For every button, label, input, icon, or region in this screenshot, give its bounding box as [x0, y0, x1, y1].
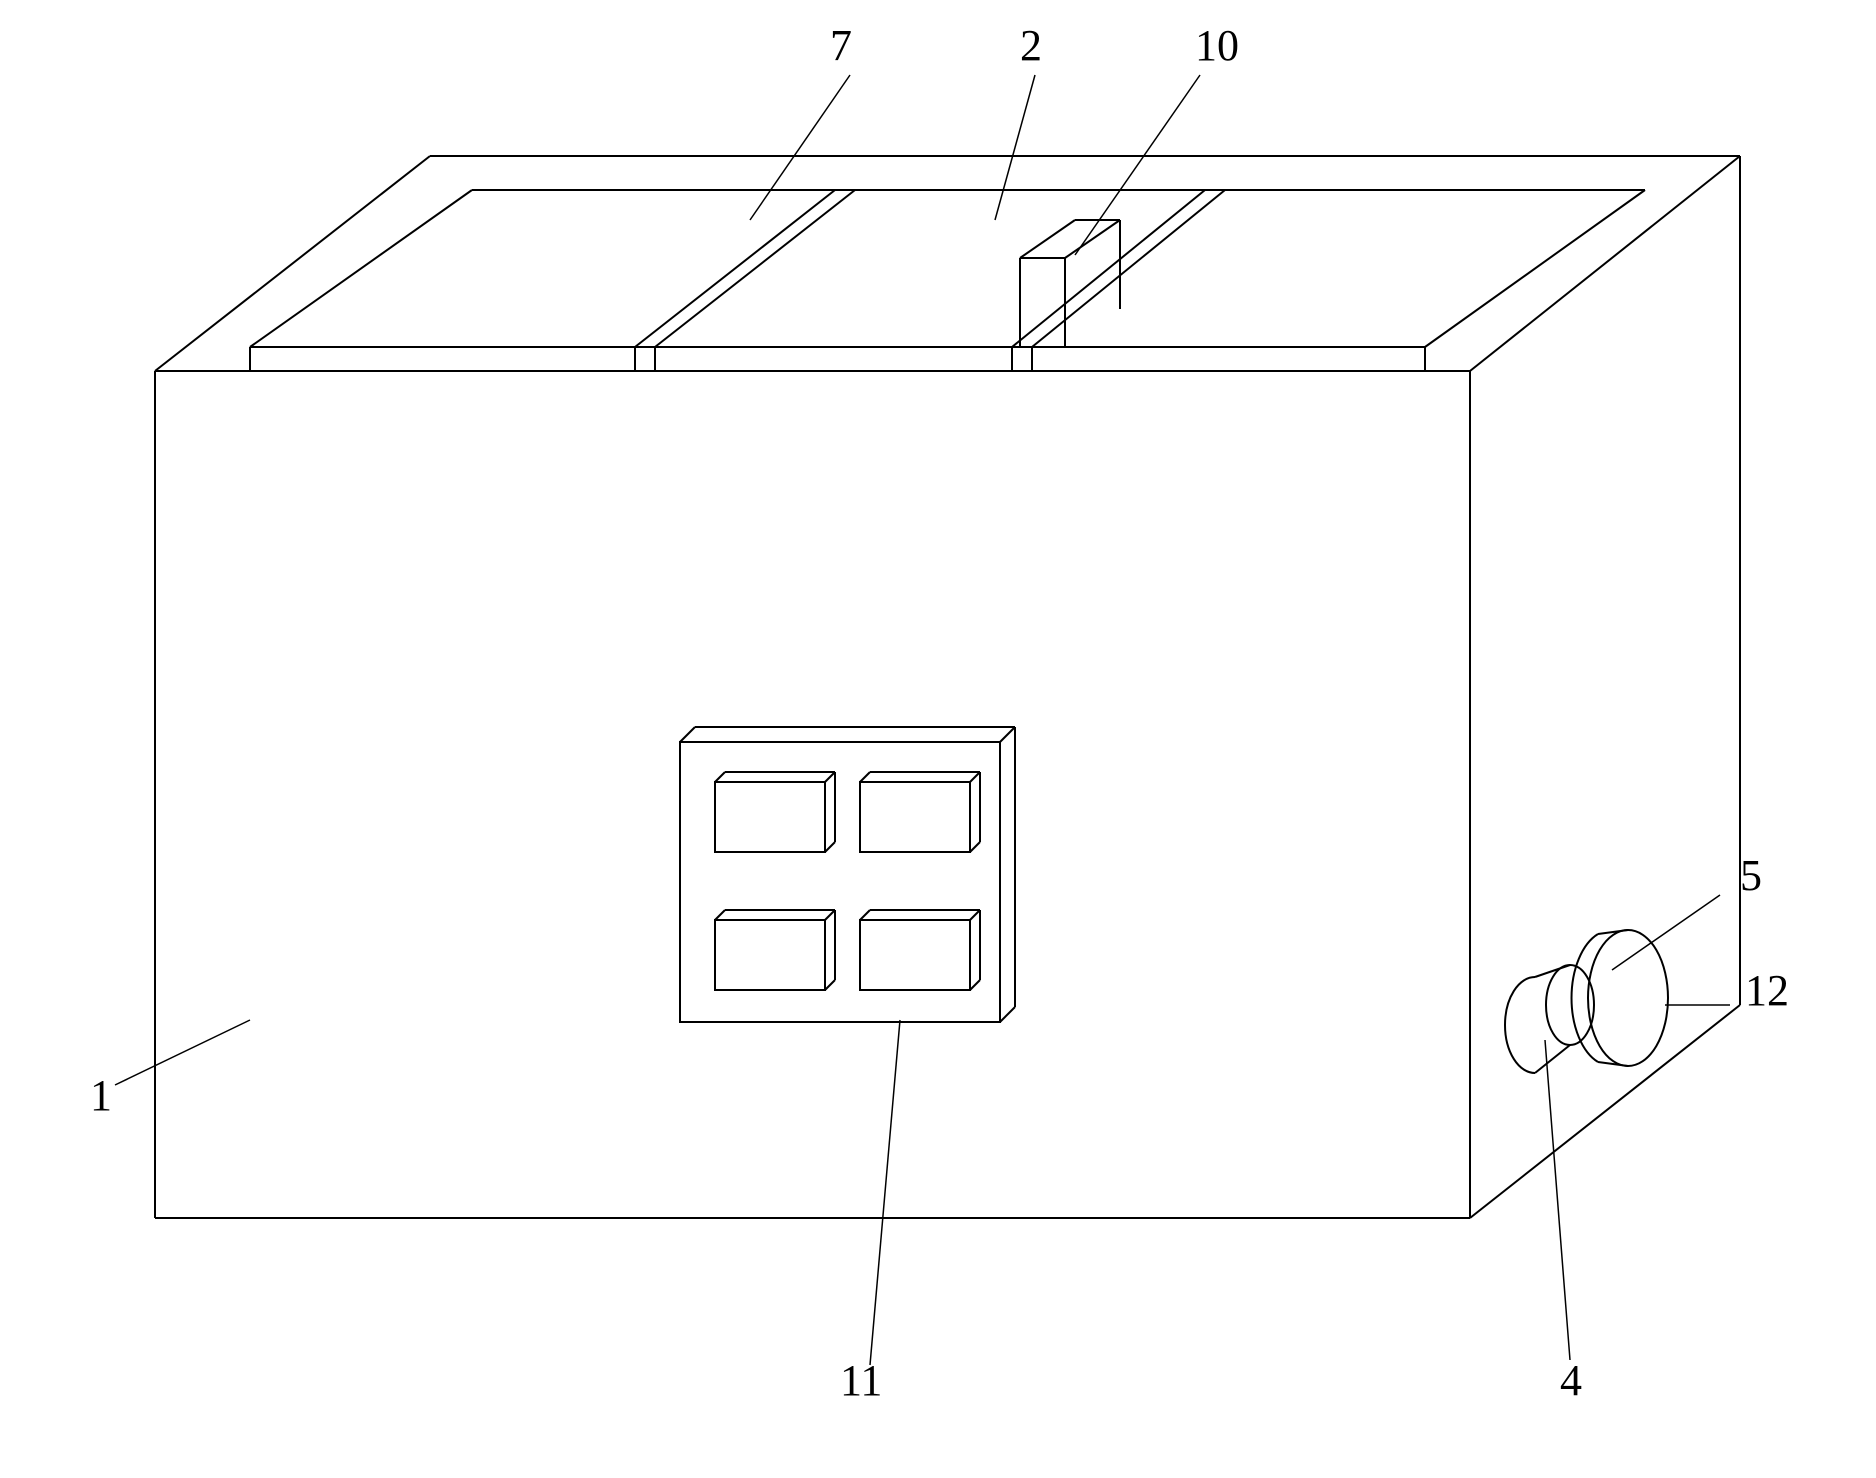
label-10: 10	[1195, 21, 1239, 70]
label-12: 12	[1745, 966, 1789, 1015]
label-4: 4	[1560, 1356, 1582, 1405]
technical-diagram: 7 2 10 1 5 12 11 4	[0, 0, 1876, 1478]
label-5: 5	[1740, 851, 1762, 900]
label-11: 11	[840, 1356, 882, 1405]
label-2: 2	[1020, 21, 1042, 70]
label-1: 1	[90, 1071, 112, 1120]
label-7: 7	[830, 21, 852, 70]
